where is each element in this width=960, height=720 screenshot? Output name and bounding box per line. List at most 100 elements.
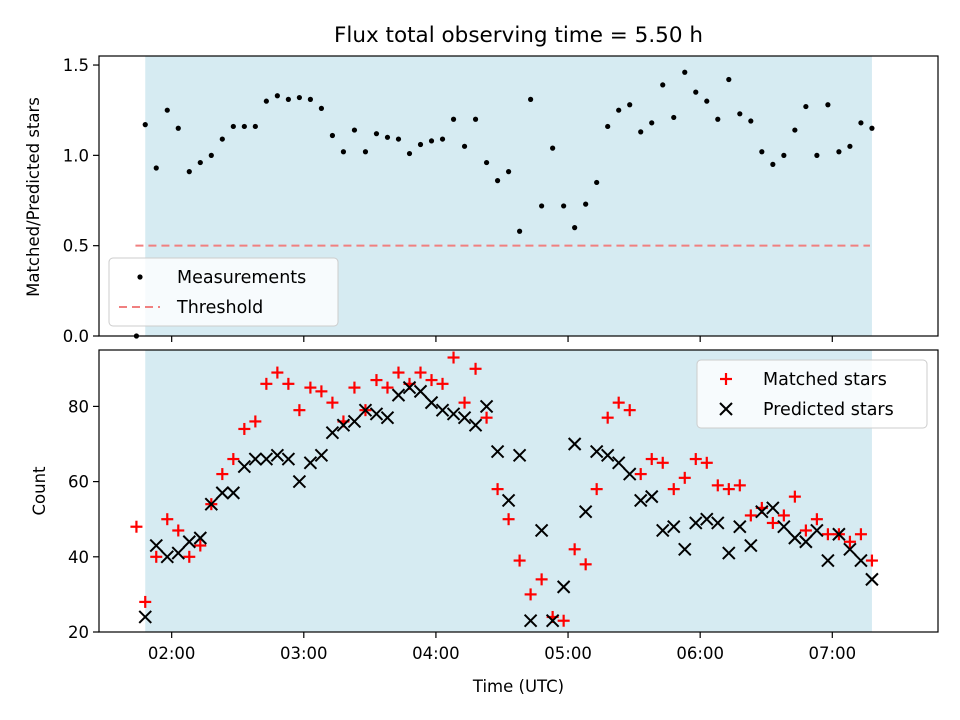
- matched-star-point: [568, 543, 581, 556]
- predicted-star-point: [821, 553, 835, 568]
- measurement-point: [836, 149, 842, 155]
- matched-star-point: [865, 554, 878, 567]
- measurement-point: [528, 96, 534, 102]
- matched-star-point: [304, 381, 317, 394]
- predicted-star-point: [722, 546, 736, 560]
- matched-star-point: [557, 614, 570, 627]
- predicted-star-point: [556, 580, 571, 594]
- matched-star-point: [436, 377, 449, 390]
- predicted-star-point: [281, 452, 296, 466]
- measurement-point: [671, 114, 677, 121]
- matched-star-point: [130, 520, 143, 533]
- measurement-point: [649, 120, 655, 126]
- matched-star-point: [799, 524, 812, 537]
- predicted-star-point: [237, 459, 252, 474]
- measurement-point: [682, 69, 688, 75]
- predicted-star-point: [490, 444, 505, 459]
- measurement-point: [428, 138, 435, 144]
- matched-star-point: [667, 483, 680, 496]
- matched-star-point: [315, 385, 328, 398]
- predicted-star-point: [832, 527, 846, 541]
- measurement-point: [175, 125, 181, 131]
- matched-star-point: [227, 453, 240, 466]
- measurement-point: [605, 123, 611, 130]
- measurement-point: [517, 228, 523, 234]
- x-tick-label: 07:00: [809, 644, 857, 663]
- predicted-star-point: [347, 414, 362, 429]
- measurement-point: [770, 161, 776, 167]
- top-panel: 0.0 0.5 1.0 1.5 Matched/Predicted stars Mea…: [24, 55, 939, 346]
- matched-star-point: [172, 524, 185, 537]
- x-tick-label: 06:00: [676, 644, 724, 663]
- measurement-point: [395, 136, 402, 142]
- measurement-point: [373, 131, 380, 137]
- measurement-point: [737, 111, 743, 117]
- predicted-star-point: [523, 614, 538, 628]
- measurement-point: [572, 225, 578, 231]
- matched-star-point: [392, 366, 405, 379]
- measurement-point: [351, 127, 358, 133]
- measurements-points: [133, 69, 875, 339]
- measurement-point: [450, 116, 457, 122]
- predicted-star-point: [622, 467, 637, 481]
- predicted-star-point: [435, 403, 450, 417]
- matched-star-point: [777, 509, 790, 522]
- measurement-point: [406, 150, 413, 157]
- matched-star-point: [469, 362, 482, 375]
- predicted-star-point: [501, 493, 516, 508]
- measurement-point: [748, 118, 754, 124]
- measurement-point: [340, 149, 347, 155]
- matched-star-point: [425, 374, 438, 387]
- measurement-point: [847, 143, 853, 149]
- measurement-point: [616, 107, 622, 113]
- predicted-star-point: [700, 512, 714, 526]
- measurement-point: [803, 103, 809, 110]
- legend-predicted-marker: [719, 402, 733, 416]
- predicted-star-point: [711, 516, 725, 530]
- matched-star-point: [843, 535, 856, 548]
- predicted-star-point: [270, 448, 285, 462]
- x-axis-label: Time (UTC): [472, 677, 564, 696]
- matched-star-point: [216, 468, 229, 481]
- measurement-point: [660, 82, 666, 88]
- measurement-point: [638, 129, 644, 135]
- measurement-point: [153, 165, 159, 171]
- measurement-point: [461, 143, 468, 149]
- predicted-star-point: [138, 610, 152, 624]
- measurement-point: [252, 123, 258, 130]
- predicted-star-point: [479, 399, 494, 414]
- predicted-star-point: [193, 531, 208, 545]
- matched-star-point: [348, 381, 361, 394]
- measurement-point: [274, 93, 280, 99]
- matched-star-point: [260, 377, 273, 390]
- predicted-star-point: [843, 542, 857, 556]
- measurement-point: [329, 132, 336, 139]
- chart-title: Flux total observing time = 5.50 h: [334, 23, 703, 48]
- predicted-star-point: [656, 523, 670, 538]
- predicted-star-point: [578, 504, 593, 519]
- top-y-axis-ticks: 0.0 0.5 1.0 1.5: [63, 56, 99, 346]
- measurement-point: [693, 89, 699, 95]
- predicted-star-point: [424, 395, 439, 410]
- matched-star-point: [194, 539, 207, 552]
- matched-star-point: [601, 411, 614, 424]
- matched-star-point: [711, 479, 724, 492]
- matched-star-point: [821, 528, 834, 541]
- matched-star-point: [414, 366, 427, 379]
- measurement-point: [704, 98, 710, 104]
- predicted-star-point: [391, 388, 406, 402]
- measurement-point: [439, 136, 446, 142]
- predicted-star-point: [854, 553, 868, 568]
- matched-star-point: [370, 374, 383, 387]
- matched-star-point: [722, 483, 735, 496]
- x-tick-label: 03:00: [280, 644, 328, 663]
- matched-star-point: [678, 471, 691, 484]
- predicted-star-point: [325, 426, 340, 440]
- matched-star-point: [447, 351, 460, 364]
- predicted-star-point: [865, 572, 879, 587]
- measurement-point: [219, 136, 225, 142]
- legend-threshold-label: Threshold: [176, 298, 263, 318]
- predicted-stars-points: [138, 380, 879, 628]
